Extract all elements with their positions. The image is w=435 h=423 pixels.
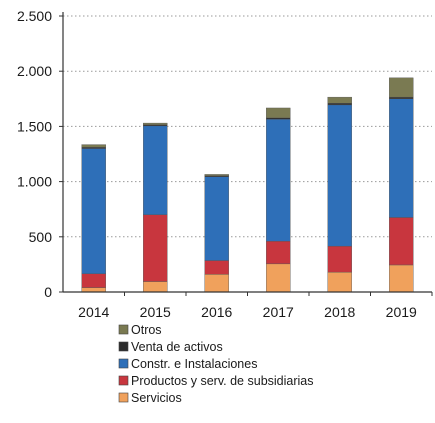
bar-segment-servicios-2019 <box>389 264 414 293</box>
bar-segment-servicios-2015 <box>143 281 168 293</box>
legend-swatch <box>118 341 129 352</box>
bar-segment-constr-e-instalaciones-2016 <box>204 176 229 261</box>
y-tick-label: 1.000 <box>17 174 52 190</box>
bar-segment-venta-de-activos-2019 <box>389 96 414 99</box>
bar-segment-constr-e-instalaciones-2019 <box>389 98 414 218</box>
x-tick-label: 2016 <box>201 304 232 320</box>
legend-label: Productos y serv. de subsidiarias <box>131 374 314 388</box>
bars <box>81 77 414 293</box>
x-tick-label: 2014 <box>78 304 109 320</box>
bar-segment-otros-2019 <box>389 77 414 98</box>
y-tick-label: 2.000 <box>17 63 52 79</box>
legend-swatch <box>118 324 129 335</box>
grid-lines <box>63 15 432 238</box>
legend-label: Venta de activos <box>131 340 223 354</box>
legend-swatch <box>118 358 129 369</box>
bar-segment-servicios-2017 <box>266 263 291 293</box>
bar-segment-productos-y-serv-de-subsidiarias-2018 <box>327 245 352 273</box>
bar-segment-constr-e-instalaciones-2018 <box>327 104 352 247</box>
bar-segment-constr-e-instalaciones-2014 <box>81 148 106 274</box>
axes: 2.500 2.000 1.500 1.000 500 0 2014 2015 2016 2017… <box>17 8 433 320</box>
legend: Otros Venta de activos Constr. e Instalaci… <box>118 323 314 405</box>
legend-label: Servicios <box>131 391 182 405</box>
bar-segment-constr-e-instalaciones-2015 <box>143 125 168 215</box>
y-tick-label: 2.500 <box>17 8 52 24</box>
bar-segment-otros-2017 <box>266 107 291 119</box>
bar-segment-productos-y-serv-de-subsidiarias-2014 <box>81 273 106 288</box>
x-tick-label: 2017 <box>263 304 294 320</box>
bar-segment-otros-2014 <box>81 144 106 148</box>
y-tick-label: 500 <box>29 229 53 245</box>
bar-segment-servicios-2018 <box>327 271 352 293</box>
legend-swatch <box>118 375 129 386</box>
legend-swatch <box>118 392 129 403</box>
y-tick-label: 0 <box>44 284 52 300</box>
bar-segment-otros-2018 <box>327 96 352 104</box>
bar-segment-productos-y-serv-de-subsidiarias-2019 <box>389 217 414 266</box>
y-tick-label: 1.500 <box>17 118 52 134</box>
legend-label: Constr. e Instalaciones <box>131 357 257 371</box>
bar-segment-productos-y-serv-de-subsidiarias-2015 <box>143 214 168 282</box>
bar-segment-productos-y-serv-de-subsidiarias-2016 <box>204 260 229 275</box>
bar-segment-venta-de-activos-2018 <box>327 103 352 106</box>
legend-label: Otros <box>131 323 162 337</box>
bar-segment-productos-y-serv-de-subsidiarias-2017 <box>266 241 291 265</box>
bar-segment-servicios-2016 <box>204 274 229 293</box>
bar-segment-servicios-2014 <box>81 287 106 293</box>
bar-segment-otros-2016 <box>204 174 229 176</box>
x-tick-label: 2019 <box>386 304 417 320</box>
x-tick-label: 2018 <box>324 304 355 320</box>
x-tick-label: 2015 <box>140 304 171 320</box>
bar-segment-otros-2015 <box>143 122 168 125</box>
bar-segment-constr-e-instalaciones-2017 <box>266 119 291 242</box>
